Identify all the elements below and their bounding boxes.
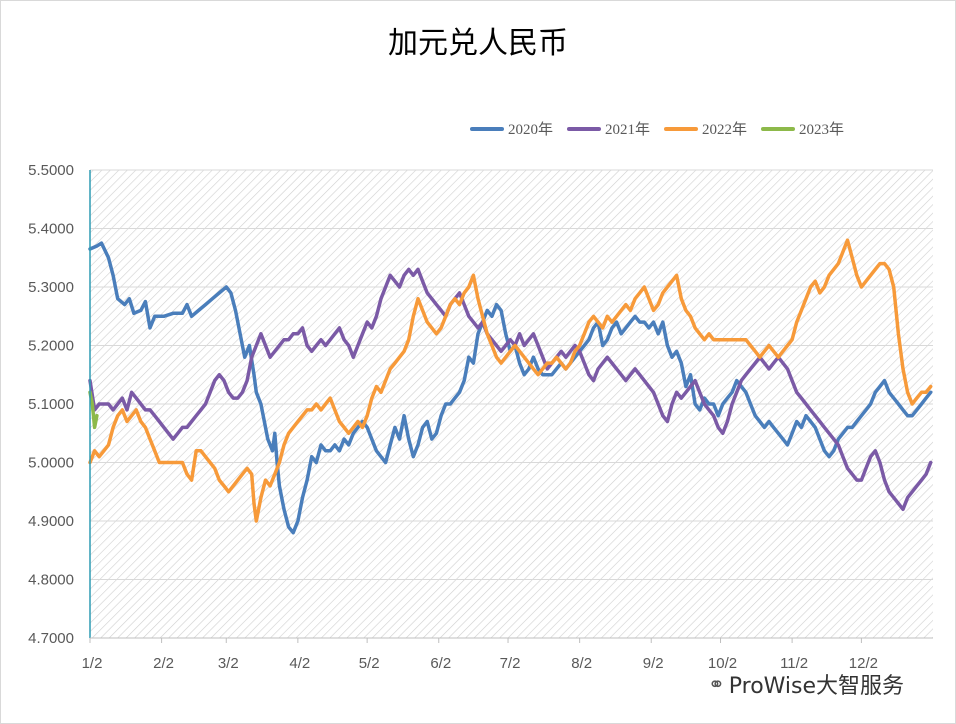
x-tick-label: 10/2 <box>708 655 737 672</box>
x-tick-label: 1/2 <box>82 655 103 672</box>
y-tick-label: 5.2000 <box>28 338 74 355</box>
x-tick-label: 4/2 <box>289 655 310 672</box>
footer-text: ProWise大智服务 <box>728 674 905 699</box>
legend-swatch <box>567 126 602 131</box>
x-tick-label: 6/2 <box>430 655 451 672</box>
legend-label: 2020年 <box>508 122 554 138</box>
x-tick-label: 7/2 <box>500 655 521 672</box>
legend-item: 2023年 <box>761 118 844 139</box>
y-tick-label: 5.3000 <box>28 279 74 296</box>
series-line-2021年 <box>88 267 933 512</box>
legend-item: 2022年 <box>664 118 747 139</box>
x-tick-label: 9/2 <box>643 655 664 672</box>
legend-label: 2021年 <box>605 122 651 138</box>
x-axis-ticks: 1/2 2/2 3/2 4/2 5/2 6/2 7/2 8/2 9/2 10/2 11/2 12/2 <box>82 638 878 672</box>
legend-swatch <box>664 126 699 131</box>
y-axis-ticks: 5.5000 5.4000 5.3000 5.2000 5.1000 5.0000 4.90… <box>28 162 74 647</box>
chart-legend: 2020年 2021年 2022年 2023年 <box>470 118 844 139</box>
series-lines <box>88 238 933 535</box>
y-tick-label: 4.8000 <box>28 572 74 589</box>
x-tick-label: 8/2 <box>571 655 592 672</box>
x-tick-label: 11/2 <box>780 655 808 672</box>
series-line-2023年 <box>88 390 99 430</box>
y-tick-label: 5.1000 <box>28 396 74 413</box>
legend-swatch <box>761 126 796 131</box>
legend-swatch <box>470 126 504 131</box>
series-line-2020年 <box>88 241 933 535</box>
footer-brand: ⚭ ProWise大智服务 <box>708 668 904 700</box>
x-tick-label: 3/2 <box>218 655 239 672</box>
legend-label: 2022年 <box>702 122 748 138</box>
x-tick-label: 2/2 <box>153 655 174 672</box>
y-tick-label: 4.7000 <box>28 630 74 647</box>
y-tick-label: 5.5000 <box>28 162 74 179</box>
x-tick-label: 12/2 <box>849 655 878 672</box>
legend-label: 2023年 <box>799 122 845 138</box>
legend-item: 2021年 <box>567 118 650 139</box>
y-tick-label: 4.9000 <box>28 513 74 530</box>
y-tick-label: 5.0000 <box>28 455 74 472</box>
wechat-icon: ⚭ <box>708 672 725 696</box>
series-line-2022年 <box>88 238 933 523</box>
y-tick-label: 5.4000 <box>28 221 74 238</box>
legend-item: 2020年 <box>470 118 553 139</box>
x-tick-label: 5/2 <box>359 655 380 672</box>
chart-title: 加元兑人民币 <box>388 26 568 61</box>
